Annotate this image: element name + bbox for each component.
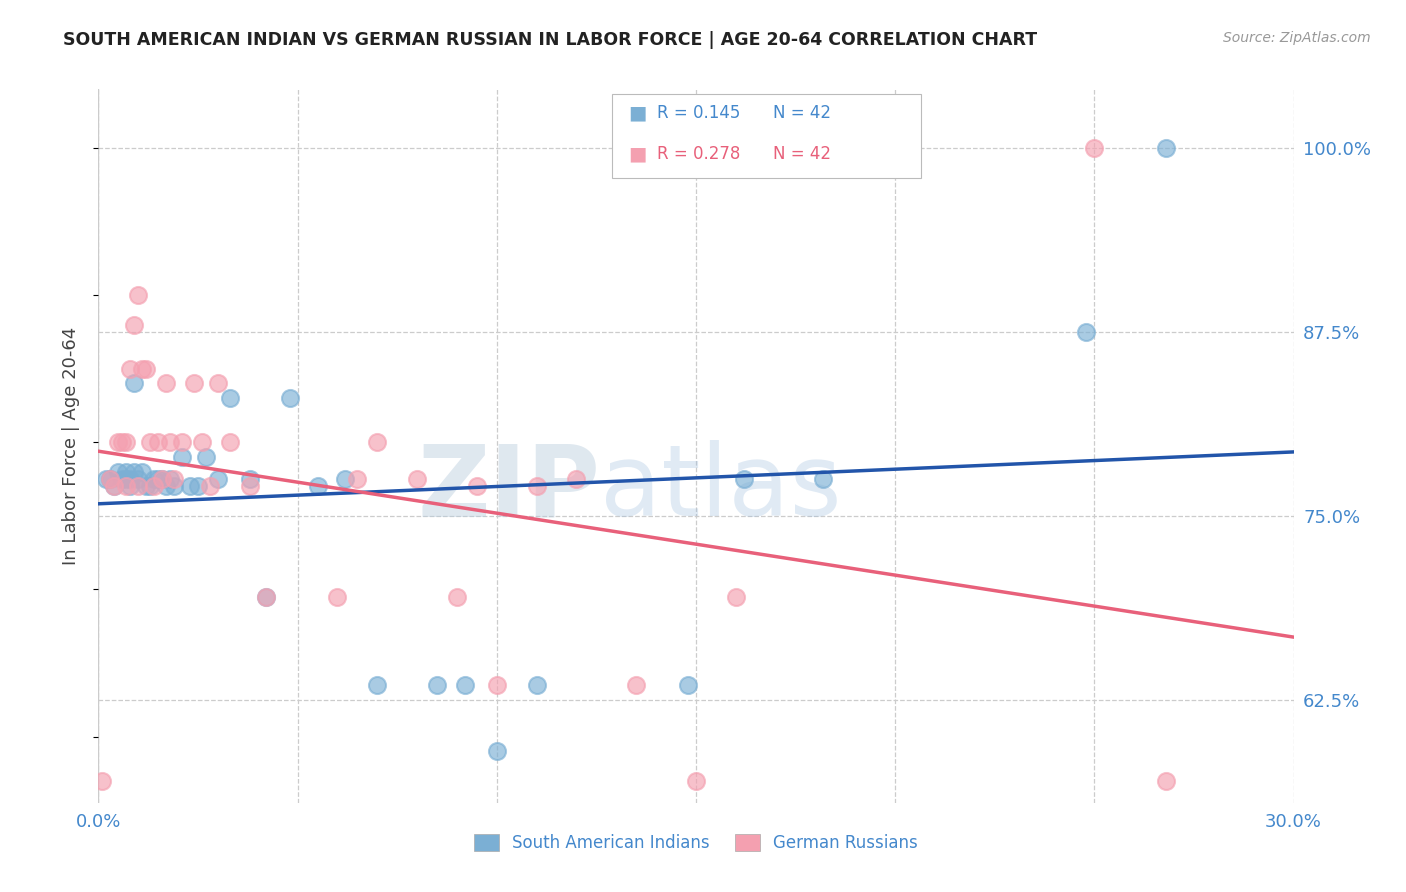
Point bbox=[159, 435, 181, 450]
Y-axis label: In Labor Force | Age 20-64: In Labor Force | Age 20-64 bbox=[62, 326, 80, 566]
Point bbox=[366, 678, 388, 692]
Point bbox=[159, 472, 181, 486]
Point bbox=[107, 435, 129, 450]
Text: N = 42: N = 42 bbox=[773, 145, 831, 163]
Point bbox=[406, 472, 429, 486]
Point bbox=[172, 450, 194, 464]
Point bbox=[526, 678, 548, 692]
Point bbox=[111, 435, 134, 450]
Point bbox=[813, 472, 835, 486]
Point bbox=[195, 450, 218, 464]
Point bbox=[187, 479, 209, 493]
Point bbox=[454, 678, 477, 692]
Point bbox=[135, 361, 157, 376]
Point bbox=[91, 773, 114, 788]
Point bbox=[107, 465, 129, 479]
Point bbox=[155, 479, 177, 493]
Point bbox=[278, 391, 301, 405]
Text: R = 0.278: R = 0.278 bbox=[657, 145, 740, 163]
Point bbox=[98, 472, 122, 486]
Text: Source: ZipAtlas.com: Source: ZipAtlas.com bbox=[1223, 31, 1371, 45]
Point bbox=[485, 678, 508, 692]
Point bbox=[335, 472, 357, 486]
Point bbox=[131, 465, 153, 479]
Point bbox=[254, 590, 277, 604]
Point bbox=[1154, 773, 1177, 788]
Point bbox=[120, 472, 142, 486]
Point bbox=[139, 435, 162, 450]
Point bbox=[148, 435, 170, 450]
Point bbox=[733, 472, 755, 486]
Point bbox=[143, 479, 166, 493]
Point bbox=[1083, 141, 1105, 155]
Point bbox=[139, 479, 162, 493]
Point bbox=[172, 435, 194, 450]
Point bbox=[219, 435, 242, 450]
Point bbox=[207, 376, 229, 391]
Point bbox=[155, 376, 177, 391]
Point bbox=[115, 472, 138, 486]
Point bbox=[526, 479, 548, 493]
Point bbox=[219, 391, 242, 405]
Point bbox=[124, 465, 146, 479]
Point bbox=[191, 435, 214, 450]
Point bbox=[163, 479, 186, 493]
Point bbox=[485, 744, 508, 758]
Text: SOUTH AMERICAN INDIAN VS GERMAN RUSSIAN IN LABOR FORCE | AGE 20-64 CORRELATION C: SOUTH AMERICAN INDIAN VS GERMAN RUSSIAN … bbox=[63, 31, 1038, 49]
Point bbox=[685, 773, 707, 788]
Point bbox=[148, 472, 170, 486]
Point bbox=[98, 472, 122, 486]
Point bbox=[183, 376, 205, 391]
Point bbox=[103, 479, 125, 493]
Point bbox=[127, 472, 149, 486]
Text: R = 0.145: R = 0.145 bbox=[657, 104, 740, 122]
Point bbox=[326, 590, 349, 604]
Point bbox=[103, 479, 125, 493]
Point bbox=[198, 479, 221, 493]
Text: ■: ■ bbox=[628, 103, 647, 123]
Legend: South American Indians, German Russians: South American Indians, German Russians bbox=[467, 827, 925, 859]
Point bbox=[150, 472, 173, 486]
Point bbox=[111, 472, 134, 486]
Point bbox=[426, 678, 449, 692]
Point bbox=[366, 435, 388, 450]
Point bbox=[565, 472, 588, 486]
Point bbox=[124, 318, 146, 332]
Point bbox=[120, 361, 142, 376]
Point bbox=[135, 479, 157, 493]
Text: N = 42: N = 42 bbox=[773, 104, 831, 122]
Point bbox=[124, 376, 146, 391]
Point bbox=[239, 472, 262, 486]
Point bbox=[207, 472, 229, 486]
Point bbox=[127, 288, 149, 302]
Point bbox=[127, 479, 149, 493]
Point bbox=[115, 479, 138, 493]
Point bbox=[120, 479, 142, 493]
Point bbox=[446, 590, 468, 604]
Point bbox=[1076, 325, 1098, 339]
Point bbox=[239, 479, 262, 493]
Point bbox=[150, 472, 173, 486]
Text: ■: ■ bbox=[628, 145, 647, 164]
Text: atlas: atlas bbox=[600, 441, 842, 537]
Point bbox=[1154, 141, 1177, 155]
Point bbox=[307, 479, 329, 493]
Point bbox=[676, 678, 699, 692]
Point bbox=[179, 479, 201, 493]
Point bbox=[143, 472, 166, 486]
Point bbox=[163, 472, 186, 486]
Point bbox=[131, 361, 153, 376]
Point bbox=[724, 590, 747, 604]
Point bbox=[96, 472, 118, 486]
Point bbox=[346, 472, 368, 486]
Point bbox=[115, 465, 138, 479]
Point bbox=[115, 435, 138, 450]
Point bbox=[465, 479, 488, 493]
Point bbox=[254, 590, 277, 604]
Point bbox=[626, 678, 648, 692]
Text: ZIP: ZIP bbox=[418, 441, 600, 537]
